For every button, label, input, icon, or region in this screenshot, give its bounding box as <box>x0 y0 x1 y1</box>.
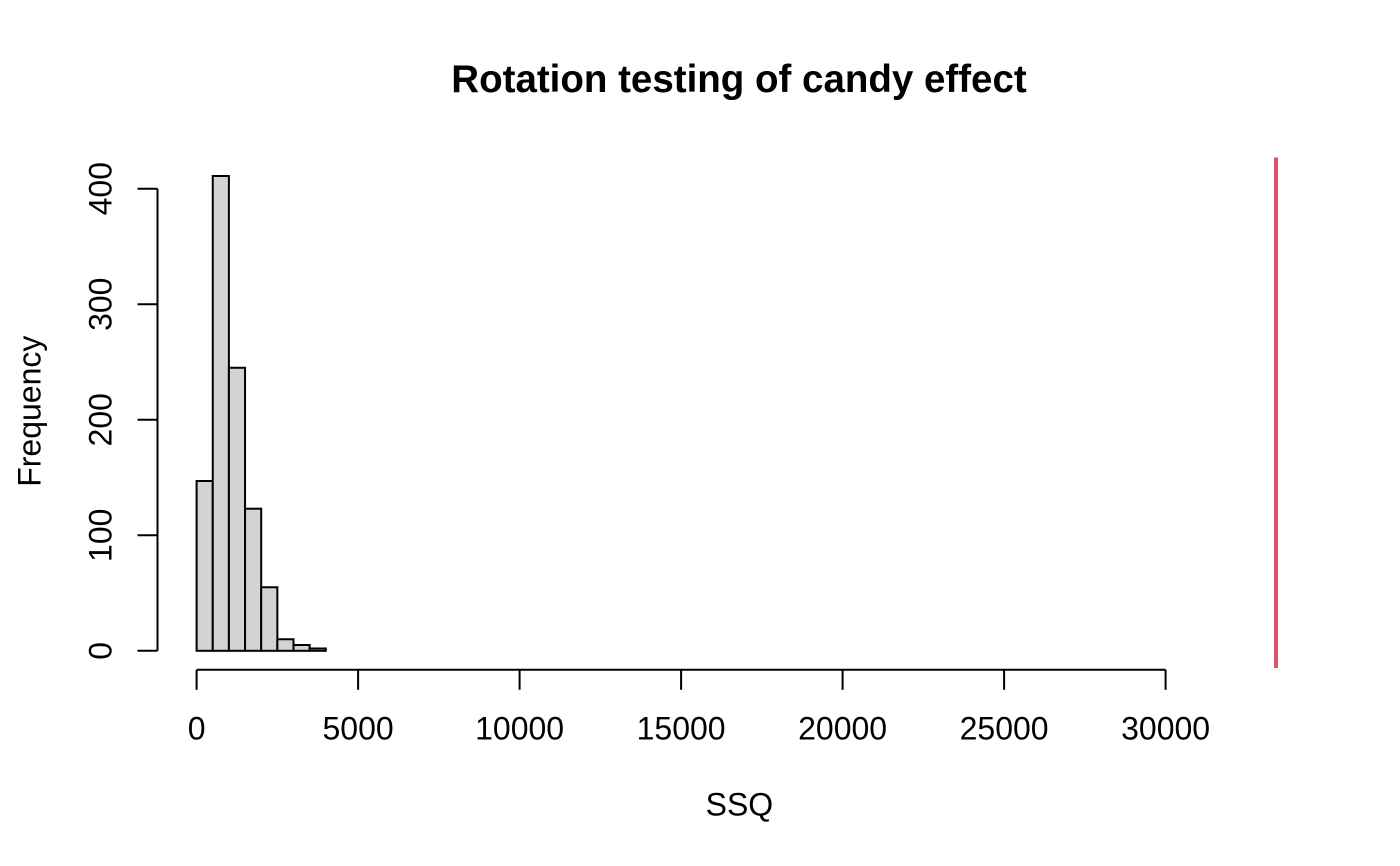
svg-text:200: 200 <box>82 393 118 446</box>
svg-text:Rotation testing of candy effe: Rotation testing of candy effect <box>451 58 1027 101</box>
svg-text:5000: 5000 <box>323 711 394 747</box>
svg-text:10000: 10000 <box>475 711 564 747</box>
svg-text:100: 100 <box>82 509 118 562</box>
svg-text:Frequency: Frequency <box>12 336 48 487</box>
svg-text:15000: 15000 <box>637 711 726 747</box>
svg-text:300: 300 <box>82 278 118 331</box>
svg-text:0: 0 <box>188 711 206 747</box>
svg-text:0: 0 <box>82 642 118 660</box>
svg-text:SSQ: SSQ <box>706 787 774 823</box>
svg-text:400: 400 <box>82 162 118 215</box>
svg-text:20000: 20000 <box>798 711 887 747</box>
svg-text:25000: 25000 <box>960 711 1049 747</box>
svg-text:30000: 30000 <box>1121 711 1210 747</box>
